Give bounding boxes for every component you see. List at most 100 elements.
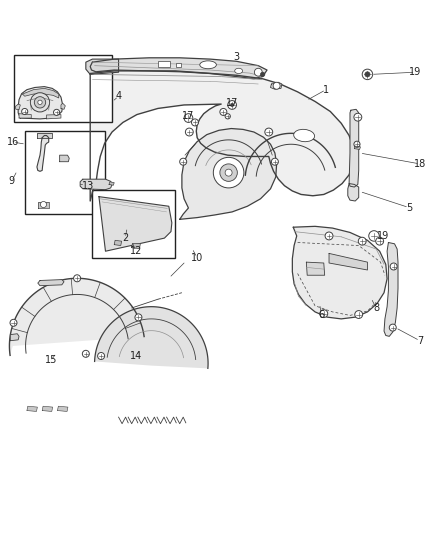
Polygon shape (19, 114, 31, 118)
Circle shape (261, 72, 265, 77)
Circle shape (225, 114, 230, 119)
Polygon shape (271, 82, 282, 89)
Circle shape (30, 93, 49, 112)
Text: 14: 14 (130, 351, 142, 361)
Circle shape (230, 103, 234, 107)
Polygon shape (61, 103, 65, 109)
Text: 7: 7 (417, 336, 423, 346)
Ellipse shape (294, 130, 314, 142)
Polygon shape (90, 58, 267, 79)
Text: 9: 9 (9, 176, 14, 187)
Bar (14, 55, 112, 123)
Circle shape (40, 201, 46, 207)
Polygon shape (37, 133, 52, 138)
Circle shape (389, 324, 396, 331)
Bar (25, 131, 106, 214)
Text: 6: 6 (318, 310, 325, 319)
Polygon shape (27, 406, 37, 411)
Polygon shape (349, 109, 359, 187)
Circle shape (184, 114, 193, 123)
Circle shape (390, 263, 397, 270)
Polygon shape (329, 253, 367, 270)
Circle shape (220, 164, 237, 181)
Circle shape (220, 108, 227, 116)
Circle shape (358, 237, 366, 245)
Text: 16: 16 (7, 137, 19, 147)
Circle shape (10, 319, 17, 326)
Bar (158, 61, 170, 67)
Polygon shape (42, 406, 53, 411)
Polygon shape (180, 128, 277, 220)
Circle shape (355, 311, 363, 318)
Polygon shape (46, 115, 61, 119)
Circle shape (74, 275, 81, 282)
Circle shape (325, 232, 333, 240)
Circle shape (354, 113, 362, 121)
Polygon shape (86, 59, 119, 75)
Circle shape (185, 128, 193, 136)
Text: 17: 17 (226, 98, 238, 108)
Ellipse shape (235, 68, 243, 74)
Circle shape (225, 169, 232, 176)
Circle shape (354, 141, 360, 147)
Polygon shape (10, 278, 144, 356)
Circle shape (135, 314, 142, 321)
Polygon shape (38, 202, 49, 207)
Polygon shape (306, 262, 325, 275)
Circle shape (254, 68, 262, 76)
Polygon shape (38, 280, 64, 286)
Circle shape (53, 109, 60, 116)
Text: 19: 19 (410, 67, 422, 77)
Circle shape (82, 350, 89, 357)
Polygon shape (384, 243, 398, 336)
Text: 13: 13 (82, 181, 94, 191)
Polygon shape (22, 88, 59, 98)
Circle shape (228, 101, 237, 109)
Text: 19: 19 (377, 231, 389, 241)
Polygon shape (354, 146, 360, 149)
Text: 1: 1 (323, 85, 329, 95)
Polygon shape (60, 155, 69, 161)
Polygon shape (132, 244, 141, 248)
Polygon shape (292, 227, 387, 319)
Polygon shape (57, 406, 68, 411)
Text: 18: 18 (414, 159, 426, 169)
Circle shape (362, 69, 373, 79)
Circle shape (365, 72, 370, 77)
Circle shape (191, 119, 198, 126)
Polygon shape (11, 334, 19, 341)
Polygon shape (348, 183, 359, 201)
Polygon shape (80, 179, 112, 190)
Polygon shape (99, 197, 172, 251)
Circle shape (34, 96, 46, 108)
Text: 5: 5 (406, 203, 412, 213)
Circle shape (273, 82, 280, 89)
Circle shape (369, 231, 379, 241)
Circle shape (180, 158, 187, 165)
Polygon shape (114, 240, 122, 246)
Text: 2: 2 (122, 233, 128, 243)
Polygon shape (15, 104, 20, 109)
Circle shape (21, 108, 28, 115)
Circle shape (376, 237, 384, 245)
Text: 10: 10 (191, 253, 203, 263)
Text: 8: 8 (373, 303, 379, 313)
Circle shape (38, 100, 42, 104)
Text: 17: 17 (182, 111, 194, 121)
Circle shape (213, 157, 244, 188)
Bar (176, 62, 180, 67)
Bar (92, 190, 175, 258)
Circle shape (272, 158, 279, 165)
Text: 3: 3 (233, 52, 240, 62)
Polygon shape (37, 135, 49, 171)
Text: 4: 4 (116, 91, 122, 101)
Circle shape (98, 352, 105, 359)
Polygon shape (18, 87, 63, 119)
Polygon shape (90, 71, 353, 201)
Polygon shape (109, 182, 114, 185)
Circle shape (320, 310, 328, 318)
Ellipse shape (200, 61, 216, 69)
Circle shape (265, 128, 273, 136)
Polygon shape (95, 306, 208, 368)
Text: 15: 15 (45, 356, 57, 365)
